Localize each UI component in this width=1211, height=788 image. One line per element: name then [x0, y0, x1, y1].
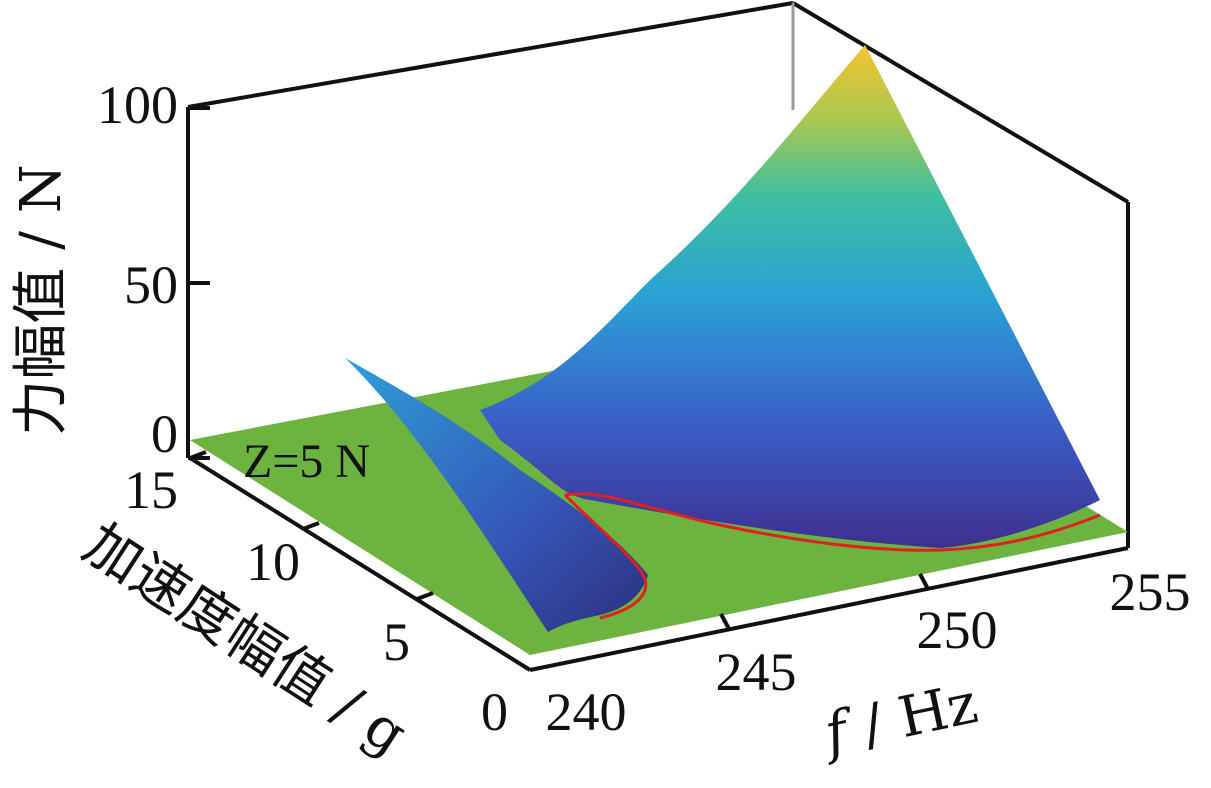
y-tick-mark-15	[189, 450, 207, 460]
x-tick-label-255: 255	[1110, 562, 1191, 622]
z-tick-label-50: 50	[124, 255, 178, 315]
x-tick-label-245: 245	[716, 642, 797, 702]
force-surface	[480, 45, 1100, 548]
y-axis-line	[188, 456, 532, 672]
y-tick-mark-5	[416, 591, 434, 601]
x-tick-label-250: 250	[917, 600, 998, 660]
z-tick-label-0: 0	[151, 404, 178, 464]
z-ticks	[188, 106, 210, 460]
plane-label: Z=5 N	[243, 435, 370, 488]
y-tick-label-5: 5	[383, 612, 410, 672]
x-axis-title-unit: / Hz	[840, 671, 983, 762]
resonance-spike	[345, 358, 648, 632]
z-tick-label-100: 100	[97, 75, 178, 135]
x-axis-line	[529, 546, 1129, 672]
y-tick-mark-10	[302, 521, 320, 531]
z5-contour	[563, 492, 1101, 620]
y-ticks	[189, 450, 434, 601]
box-back-top	[187, 1, 794, 109]
x-tick-mark-250	[918, 573, 930, 590]
y-tick-label-0: 0	[481, 682, 508, 742]
axes-box	[186, 1, 1130, 672]
y-tick-label-15: 15	[124, 460, 178, 520]
z-axis-title: 力幅值 / N	[9, 164, 74, 435]
x-tick-label-240: 240	[546, 682, 627, 742]
box-back-right	[791, 1, 1130, 204]
x-tick-mark-245	[719, 613, 731, 630]
x-axis-title: f / Hz	[815, 671, 983, 767]
y-tick-label-10: 10	[246, 532, 300, 592]
x-ticks	[719, 573, 930, 630]
